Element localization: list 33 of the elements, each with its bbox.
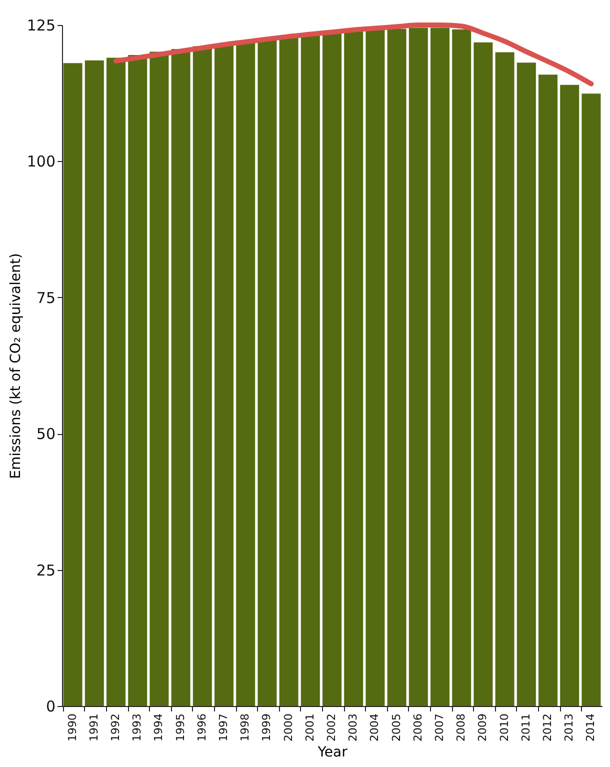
y-tick-label: 25 [36,561,56,580]
y-tick-label: 0 [46,698,56,716]
x-tick-label: 2011 [519,714,532,742]
x-tick-label: 1997 [217,714,230,742]
x-tick-label: 1995 [174,714,187,742]
x-tick-label: 2001 [303,714,316,742]
x-tick-label: 2007 [433,714,446,742]
y-tick-label: 75 [36,288,56,307]
x-tick-label: 1993 [130,714,144,742]
x-tick-label: 2005 [390,714,403,742]
y-tick-label: 100 [26,152,56,171]
x-tick-label: 1992 [109,714,122,742]
x-tick-label: 1990 [66,714,79,742]
x-tick-label: 1991 [87,714,100,742]
x-tick-label: 2013 [562,714,576,742]
x-tick-label: 1998 [238,714,252,742]
x-tick-label: 2006 [411,714,424,742]
x-tick-label: 1996 [195,714,208,742]
y-tick-label: 125 [26,16,56,34]
x-tick-label: 2004 [368,714,382,742]
x-tick-label: 1999 [260,714,274,742]
x-tick-label: 2012 [541,714,554,742]
x-tick-label: 1994 [152,714,166,742]
x-tick-label: 2009 [476,714,490,742]
x-tick-label: 2003 [346,714,360,742]
x-tick-label: 2002 [325,714,338,742]
y-axis-title: Emissions (kt of CO₂ equivalent) [8,253,24,479]
x-tick-label: 2000 [282,714,295,742]
x-tick-label: 2014 [584,714,598,742]
x-tick-label: 2010 [498,714,511,742]
x-tick-label: 2008 [454,714,468,742]
x-axis-title: Year [316,744,348,760]
y-tick-label: 50 [36,425,56,444]
